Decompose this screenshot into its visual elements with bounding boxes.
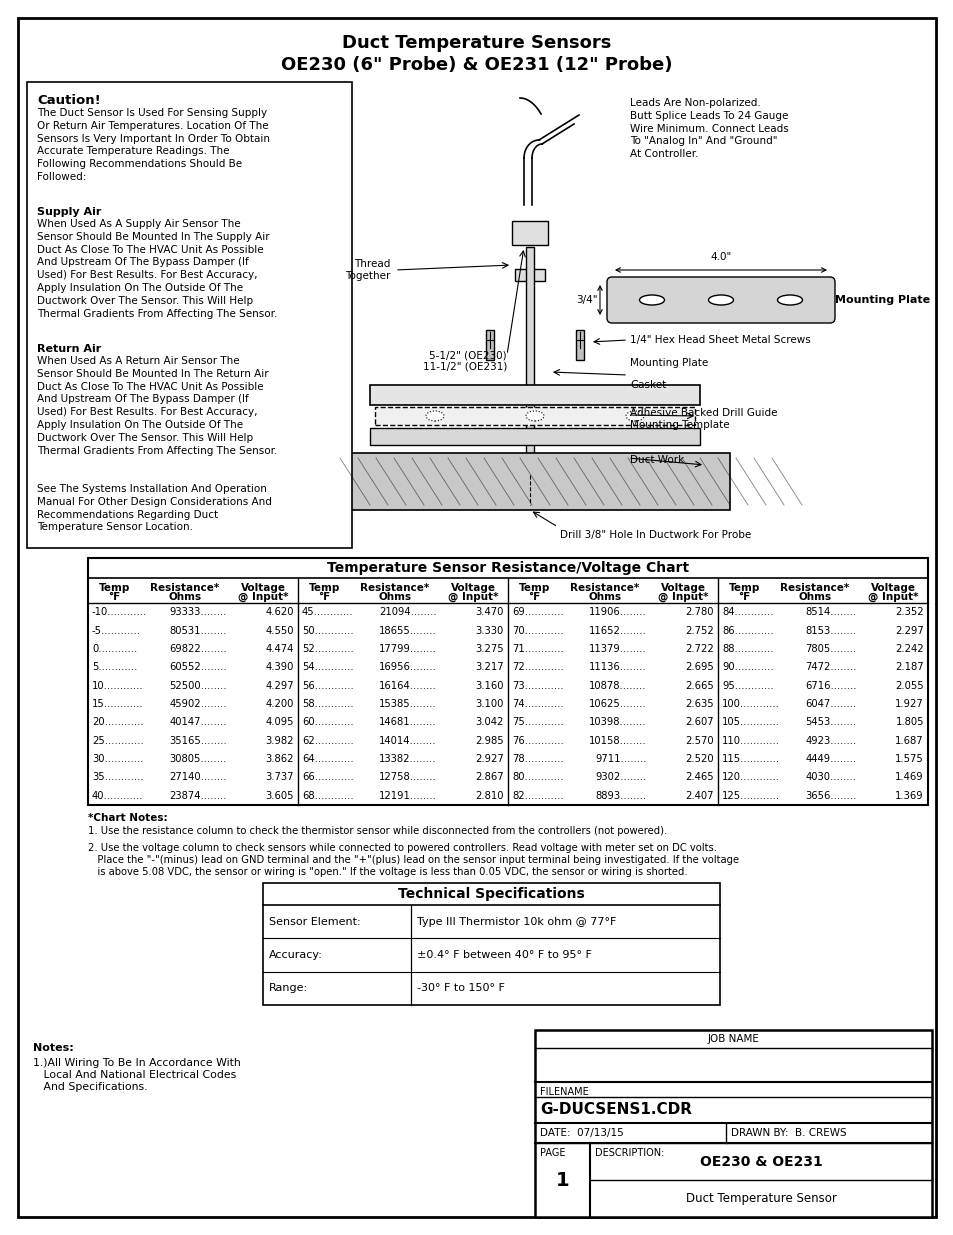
Text: 6716........: 6716........ (804, 680, 856, 690)
Text: 50............: 50............ (302, 626, 354, 636)
Text: Duct Temperature Sensors: Duct Temperature Sensors (342, 35, 611, 52)
Text: Return Air: Return Air (37, 345, 101, 354)
Text: @ Input*: @ Input* (658, 592, 708, 603)
Text: 100............: 100............ (721, 699, 779, 709)
Text: Ohms: Ohms (798, 592, 830, 601)
Text: 82............: 82............ (512, 790, 563, 800)
Text: Mounting Plate: Mounting Plate (834, 295, 929, 305)
Text: Resistance*: Resistance* (150, 583, 219, 593)
Text: When Used As A Return Air Sensor The
Sensor Should Be Mounted In The Return Air
: When Used As A Return Air Sensor The Sen… (37, 356, 277, 456)
Text: 30805........: 30805........ (169, 755, 227, 764)
Text: OE230 & OE231: OE230 & OE231 (699, 1155, 821, 1168)
Text: 71............: 71............ (512, 643, 563, 653)
Text: 4.550: 4.550 (265, 626, 294, 636)
Text: 105............: 105............ (721, 718, 780, 727)
Text: 0............: 0............ (91, 643, 137, 653)
Text: When Used As A Supply Air Sensor The
Sensor Should Be Mounted In The Supply Air
: When Used As A Supply Air Sensor The Sen… (37, 219, 277, 319)
Text: 3.042: 3.042 (476, 718, 503, 727)
Text: 2.985: 2.985 (475, 736, 503, 746)
Text: @ Input*: @ Input* (867, 592, 918, 603)
Text: Voltage: Voltage (870, 583, 915, 593)
Text: 90............: 90............ (721, 662, 773, 672)
Text: Mounting Plate: Mounting Plate (629, 358, 707, 368)
Text: 12758........: 12758........ (378, 772, 436, 783)
Text: 12191........: 12191........ (378, 790, 436, 800)
Text: Caution!: Caution! (37, 94, 101, 107)
Ellipse shape (625, 411, 643, 421)
Bar (535, 1030, 931, 1216)
Text: -5............: -5............ (91, 626, 141, 636)
Text: 2. Use the voltage column to check sensors while connected to powered controller: 2. Use the voltage column to check senso… (88, 844, 717, 853)
Text: 6047........: 6047........ (804, 699, 856, 709)
Text: OE230 (6" Probe) & OE231 (12" Probe): OE230 (6" Probe) & OE231 (12" Probe) (281, 56, 672, 74)
Text: 9302........: 9302........ (595, 772, 646, 783)
Ellipse shape (639, 295, 664, 305)
Text: Ohms: Ohms (377, 592, 411, 601)
Text: °F: °F (738, 592, 750, 601)
Text: 2.520: 2.520 (684, 755, 713, 764)
Text: 27140........: 27140........ (169, 772, 227, 783)
Text: 40147........: 40147........ (169, 718, 227, 727)
Text: The Duct Sensor Is Used For Sensing Supply
Or Return Air Temperatures. Location : The Duct Sensor Is Used For Sensing Supp… (37, 107, 270, 182)
Text: Voltage: Voltage (451, 583, 496, 593)
Text: 1.369: 1.369 (895, 790, 923, 800)
Text: 15............: 15............ (91, 699, 144, 709)
Text: DRAWN BY:  B. CREWS: DRAWN BY: B. CREWS (730, 1128, 845, 1137)
Text: 88............: 88............ (721, 643, 773, 653)
Text: 23874........: 23874........ (169, 790, 227, 800)
Text: 75............: 75............ (512, 718, 563, 727)
Text: 8514........: 8514........ (804, 608, 856, 618)
Text: 45............: 45............ (302, 608, 354, 618)
Text: Voltage: Voltage (240, 583, 286, 593)
Text: Temp: Temp (98, 583, 130, 593)
Text: -10............: -10............ (91, 608, 147, 618)
Text: 10398........: 10398........ (589, 718, 646, 727)
Bar (485, 330, 494, 359)
Text: 11652........: 11652........ (588, 626, 646, 636)
Text: 125............: 125............ (721, 790, 780, 800)
Bar (88, 558, 927, 805)
Text: 11136........: 11136........ (588, 662, 646, 672)
Text: 62............: 62............ (302, 736, 354, 746)
Text: 2.665: 2.665 (684, 680, 713, 690)
Text: 4.200: 4.200 (265, 699, 294, 709)
Text: 1.469: 1.469 (895, 772, 923, 783)
Text: 3.330: 3.330 (476, 626, 503, 636)
Bar (525, 247, 534, 475)
Text: @ Input*: @ Input* (448, 592, 498, 603)
Text: 64............: 64............ (302, 755, 354, 764)
Text: Temp: Temp (518, 583, 549, 593)
Text: 5-1/2" (OE230)
11-1/2" (OE231): 5-1/2" (OE230) 11-1/2" (OE231) (422, 350, 506, 372)
Text: 10158........: 10158........ (588, 736, 646, 746)
Text: 76............: 76............ (512, 736, 563, 746)
Text: Thread
Together: Thread Together (344, 259, 390, 280)
Text: 1.575: 1.575 (894, 755, 923, 764)
Text: 56............: 56............ (302, 680, 354, 690)
Text: 3.605: 3.605 (265, 790, 294, 800)
Text: 16956........: 16956........ (378, 662, 436, 672)
Text: 35165........: 35165........ (169, 736, 227, 746)
Text: 11906........: 11906........ (588, 608, 646, 618)
Text: 15385........: 15385........ (378, 699, 436, 709)
Text: Voltage: Voltage (660, 583, 705, 593)
Ellipse shape (708, 295, 733, 305)
Text: 2.722: 2.722 (684, 643, 713, 653)
Text: Place the "-"(minus) lead on GND terminal and the "+"(plus) lead on the sensor i: Place the "-"(minus) lead on GND termina… (88, 855, 739, 864)
Text: 2.242: 2.242 (895, 643, 923, 653)
Text: 68............: 68............ (302, 790, 354, 800)
Text: 4030........: 4030........ (805, 772, 856, 783)
Text: 52............: 52............ (302, 643, 354, 653)
FancyBboxPatch shape (606, 277, 834, 324)
Text: 74............: 74............ (512, 699, 563, 709)
Text: 1.687: 1.687 (895, 736, 923, 746)
Text: 40............: 40............ (91, 790, 143, 800)
Text: @ Input*: @ Input* (238, 592, 289, 603)
Text: Resistance*: Resistance* (780, 583, 848, 593)
Bar (263, 883, 720, 1005)
Text: 80531........: 80531........ (169, 626, 227, 636)
Text: 4.474: 4.474 (265, 643, 294, 653)
Text: 14014........: 14014........ (378, 736, 436, 746)
Text: 69............: 69............ (512, 608, 563, 618)
Text: See The Systems Installation And Operation
Manual For Other Design Consideration: See The Systems Installation And Operati… (37, 484, 272, 532)
Text: 70............: 70............ (512, 626, 563, 636)
